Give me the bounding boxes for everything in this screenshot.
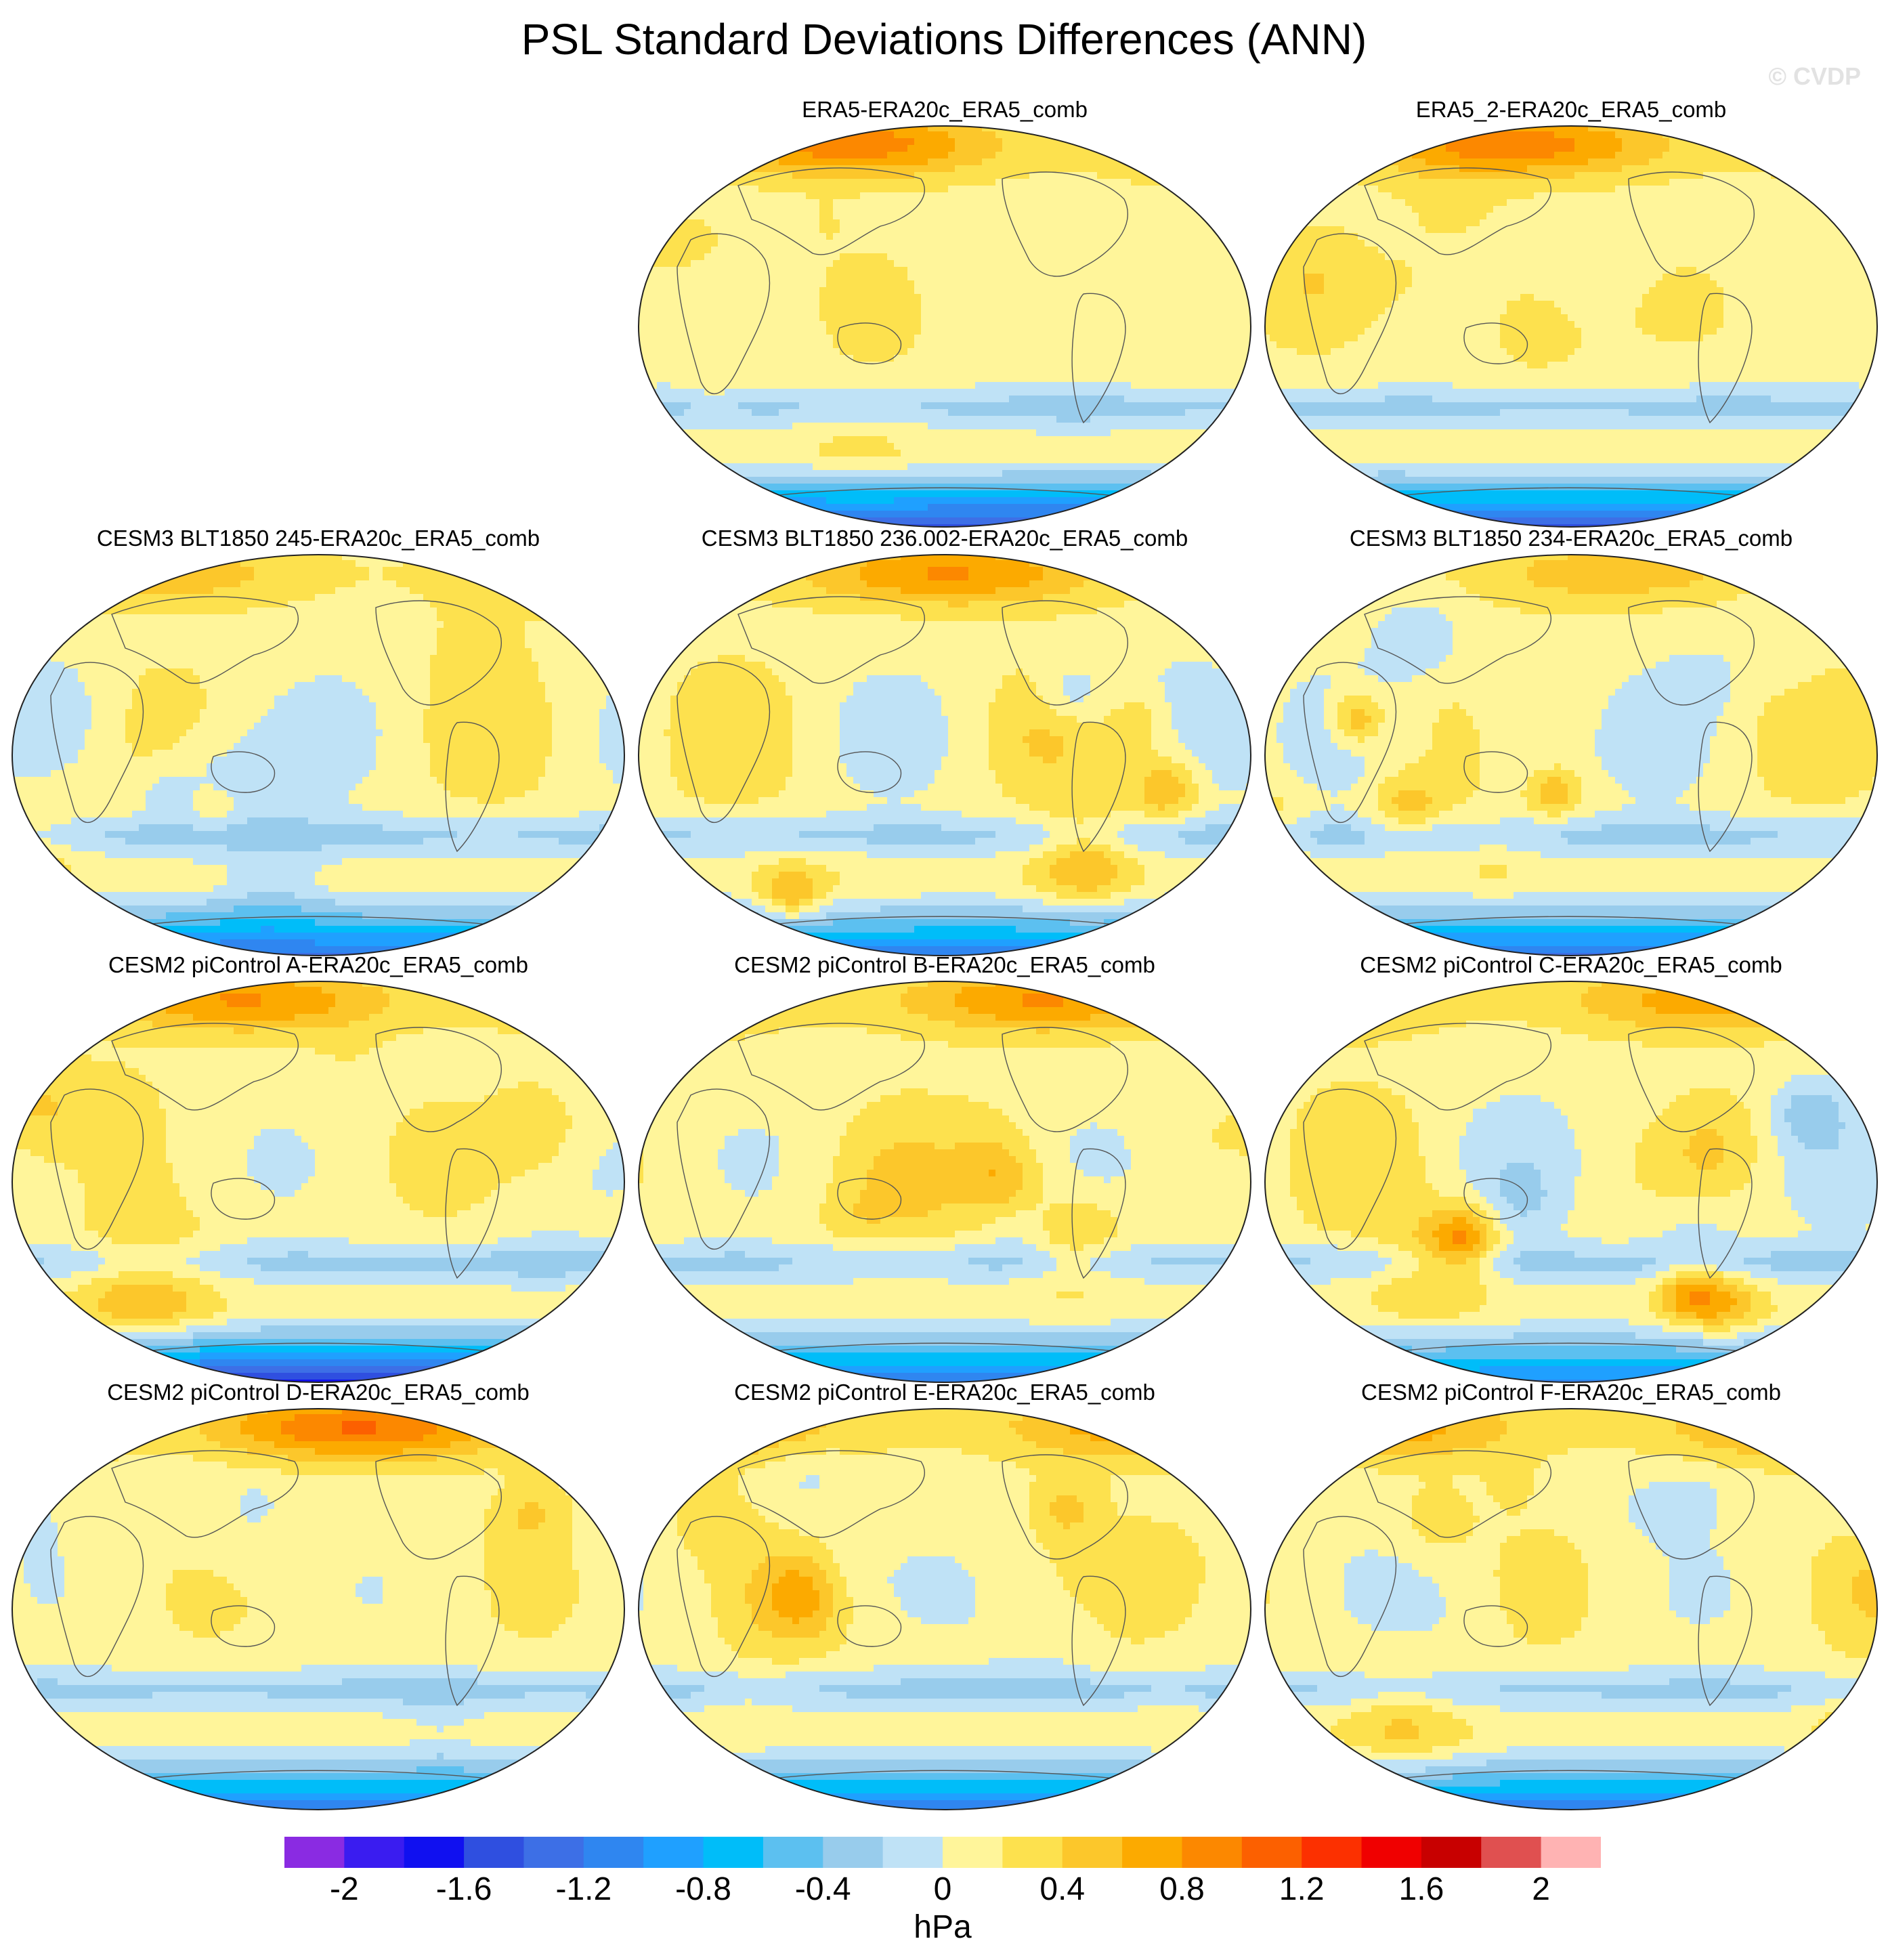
- colorbar-swatch: [1242, 1837, 1302, 1868]
- map-panel-title: CESM3 BLT1850 234-ERA20c_ERA5_comb: [1263, 525, 1879, 552]
- world-map: [1263, 1407, 1879, 1811]
- colorbar-swatch: [823, 1837, 883, 1868]
- world-map: [1263, 980, 1879, 1384]
- map-panel: CESM3 BLT1850 236.002-ERA20c_ERA5_comb: [637, 525, 1253, 958]
- psl-difference-field: [1263, 1407, 1879, 1811]
- world-map: [10, 1407, 626, 1811]
- colorbar-swatch: [883, 1837, 943, 1868]
- world-map: [1263, 125, 1879, 528]
- psl-difference-field: [1263, 553, 1879, 957]
- colorbar-swatch: [1063, 1837, 1123, 1868]
- colorbar-tick-label: -1.2: [530, 1871, 638, 1909]
- psl-difference-field: [10, 553, 626, 957]
- colorbar-tick-label: 2: [1487, 1871, 1595, 1909]
- map-panel-title: ERA5-ERA20c_ERA5_comb: [637, 96, 1253, 123]
- psl-difference-field: [637, 125, 1253, 528]
- map-panel-title: CESM3 BLT1850 236.002-ERA20c_ERA5_comb: [637, 525, 1253, 552]
- map-panel: CESM3 BLT1850 245-ERA20c_ERA5_comb: [10, 525, 626, 958]
- colorbar-swatch: [643, 1837, 704, 1868]
- colorbar-swatch: [1362, 1837, 1422, 1868]
- psl-difference-field: [1263, 125, 1879, 528]
- colorbar-tick-label: 1.6: [1367, 1871, 1476, 1909]
- colorbar-swatch: [763, 1837, 823, 1868]
- world-map: [637, 125, 1253, 528]
- colorbar-swatch: [1541, 1837, 1601, 1868]
- colorbar-tick-label: 1.2: [1247, 1871, 1356, 1909]
- map-panel: CESM2 piControl E-ERA20c_ERA5_comb: [637, 1379, 1253, 1812]
- map-panel-title: CESM3 BLT1850 245-ERA20c_ERA5_comb: [10, 525, 626, 552]
- map-panel: CESM2 piControl F-ERA20c_ERA5_comb: [1263, 1379, 1879, 1812]
- world-map: [1263, 553, 1879, 957]
- colorbar-swatch: [704, 1837, 764, 1868]
- psl-difference-field: [637, 980, 1253, 1384]
- colorbar-swatch: [584, 1837, 644, 1868]
- cvdp-watermark: © CVDP: [1768, 62, 1861, 91]
- colorbar-swatch: [284, 1837, 345, 1868]
- world-map: [637, 1407, 1253, 1811]
- colorbar-swatch: [523, 1837, 584, 1868]
- colorbar-swatch: [1302, 1837, 1362, 1868]
- figure-title: PSL Standard Deviations Differences (ANN…: [0, 12, 1888, 66]
- map-panel: CESM2 piControl C-ERA20c_ERA5_comb: [1263, 952, 1879, 1385]
- colorbar-swatch: [1421, 1837, 1482, 1868]
- colorbar-swatch: [1002, 1837, 1063, 1868]
- colorbar-swatch: [404, 1837, 465, 1868]
- colorbar-swatch: [464, 1837, 524, 1868]
- world-map: [637, 980, 1253, 1384]
- world-map: [10, 553, 626, 957]
- colorbar-swatch: [943, 1837, 1003, 1868]
- psl-difference-field: [1263, 980, 1879, 1384]
- colorbar-tick-label: -0.4: [769, 1871, 877, 1909]
- world-map: [637, 553, 1253, 957]
- colorbar-swatch: [1182, 1837, 1242, 1868]
- map-panel: ERA5_2-ERA20c_ERA5_comb: [1263, 96, 1879, 530]
- colorbar-tick-label: 0: [888, 1871, 997, 1909]
- map-panel-title: CESM2 piControl A-ERA20c_ERA5_comb: [10, 952, 626, 979]
- colorbar-tick-label: 0.4: [1008, 1871, 1117, 1909]
- map-panel: CESM2 piControl B-ERA20c_ERA5_comb: [637, 952, 1253, 1385]
- map-panel: CESM2 piControl D-ERA20c_ERA5_comb: [10, 1379, 626, 1812]
- map-panel-title: ERA5_2-ERA20c_ERA5_comb: [1263, 96, 1879, 123]
- map-panel-title: CESM2 piControl D-ERA20c_ERA5_comb: [10, 1379, 626, 1406]
- map-panel-title: CESM2 piControl E-ERA20c_ERA5_comb: [637, 1379, 1253, 1406]
- colorbar-tick-label: -0.8: [649, 1871, 758, 1909]
- colorbar-unit-label: hPa: [875, 1909, 1010, 1946]
- colorbar-tick-label: -2: [290, 1871, 398, 1909]
- map-panel-title: CESM2 piControl F-ERA20c_ERA5_comb: [1263, 1379, 1879, 1406]
- colorbar-swatch: [1122, 1837, 1182, 1868]
- colorbar-swatch: [1481, 1837, 1541, 1868]
- colorbar-tick-label: -1.6: [410, 1871, 518, 1909]
- psl-difference-field: [637, 553, 1253, 957]
- map-panel-title: CESM2 piControl C-ERA20c_ERA5_comb: [1263, 952, 1879, 979]
- colorbar-tick-label: 0.8: [1128, 1871, 1236, 1909]
- psl-difference-field: [10, 980, 626, 1384]
- psl-difference-field: [637, 1407, 1253, 1811]
- map-panel: CESM2 piControl A-ERA20c_ERA5_comb: [10, 952, 626, 1385]
- colorbar: [284, 1837, 1601, 1868]
- map-panel-title: CESM2 piControl B-ERA20c_ERA5_comb: [637, 952, 1253, 979]
- world-map: [10, 980, 626, 1384]
- psl-difference-field: [10, 1407, 626, 1811]
- map-panel: ERA5-ERA20c_ERA5_comb: [637, 96, 1253, 530]
- colorbar-swatch: [344, 1837, 404, 1868]
- colorbar-swatches: [284, 1837, 1601, 1868]
- map-panel: CESM3 BLT1850 234-ERA20c_ERA5_comb: [1263, 525, 1879, 958]
